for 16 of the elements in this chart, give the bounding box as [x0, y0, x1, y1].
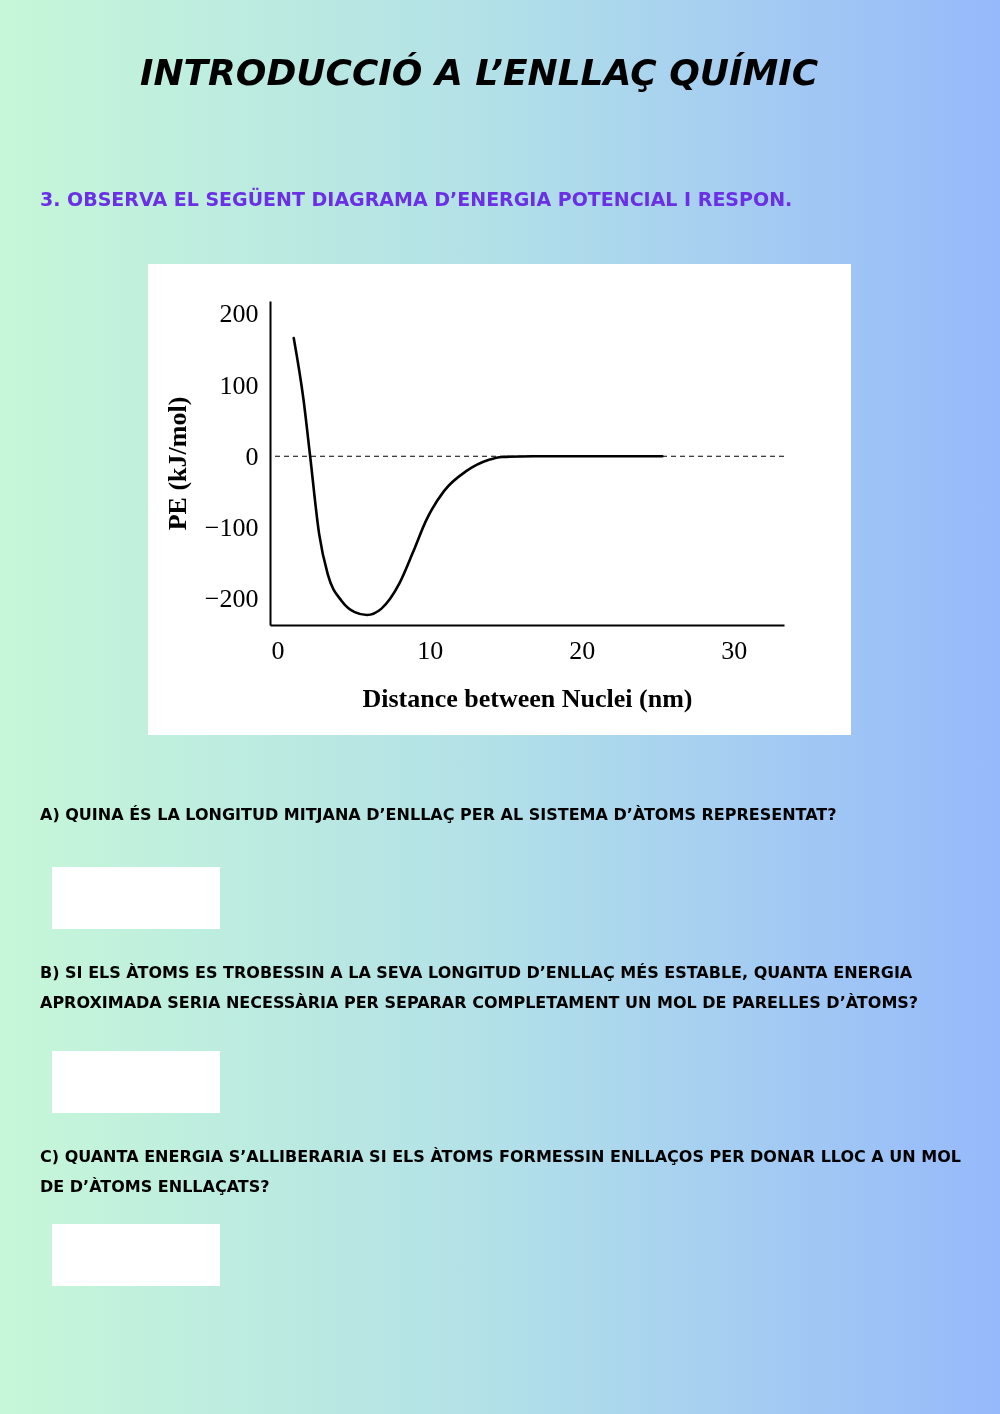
x-tick-label: 0 [271, 635, 285, 665]
y-tick-label: −100 [204, 512, 259, 542]
text: C) QUANTA ENERGIA S’ALLIBERARIA SI ELS ÀTOMS FORMESSIN ENLLAÇOS PER DONAR LLOC A UN MOL DE D’ÀTOMS ENLLAÇATS? [40, 1146, 962, 1198]
x-tick-label: 30 [721, 635, 748, 665]
text: B) SI ELS ÀTOMS ES TROBESSIN A LA SEVA LONGITUD D’ENLLAÇ MÉS ESTABLE, QUANTA ENERGIA APROXIMADA SERIA NECESSÀRIA PER SEPARAR COMPLETAMENT UN MOL DE PARELLES D’ÀTOMS? [40, 962, 920, 1014]
chart-title: INTRODUCCIÓ A L’ENLLAÇ QUÍMIC [140, 52, 819, 93]
y-axis-title: PE (kJ/mol) [162, 396, 192, 531]
x-tick-label: 20 [569, 635, 596, 665]
y-tick-label: 200 [219, 299, 259, 329]
y-tick-label: 0 [245, 441, 259, 471]
y-tick-label: −200 [204, 584, 259, 614]
chart-subtitle: 3. OBSERVA EL SEGÜENT DIAGRAMA D’ENERGIA POTENCIAL I RESPON. [40, 188, 793, 210]
y-tick-label: 100 [219, 370, 259, 400]
x-tick-label: 10 [417, 635, 444, 665]
x-axis-title: Distance between Nuclei (nm) [362, 683, 693, 713]
text: A) QUINA ÉS LA LONGITUD MITJANA D’ENLLAÇ PER AL SISTEMA D’ÀTOMS REPRESENTAT? [40, 804, 838, 826]
